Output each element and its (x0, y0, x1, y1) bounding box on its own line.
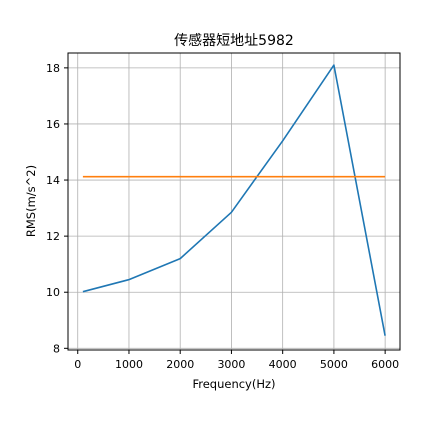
y-tick-label: 16 (46, 118, 60, 131)
x-tick-label: 2000 (166, 358, 194, 371)
y-tick-label: 14 (46, 174, 60, 187)
y-tick-label: 8 (53, 342, 60, 355)
x-tick-label: 0 (74, 358, 81, 371)
series-group (82, 64, 386, 336)
x-tick-label: 3000 (217, 358, 245, 371)
x-tick-label: 4000 (269, 358, 297, 371)
y-tick-label: 10 (46, 286, 60, 299)
plot-area-frame (67, 52, 401, 351)
x-tick-label: 5000 (320, 358, 348, 371)
x-tick-label: 6000 (371, 358, 399, 371)
y-tick-label: 12 (46, 230, 60, 243)
y-axis-label: RMS(m/s^2) (24, 165, 38, 237)
y-tick-label: 18 (46, 62, 60, 75)
series-line-1 (82, 64, 386, 336)
x-axis-label: Frequency(Hz) (192, 377, 275, 391)
grid (68, 53, 400, 350)
x-tick-label: 1000 (115, 358, 143, 371)
chart-title: 传感器短地址5982 (174, 32, 294, 49)
axis-ticks: 0 1000 2000 3000 4000 5000 6000 8 10 12 14 16 18 (46, 62, 399, 371)
